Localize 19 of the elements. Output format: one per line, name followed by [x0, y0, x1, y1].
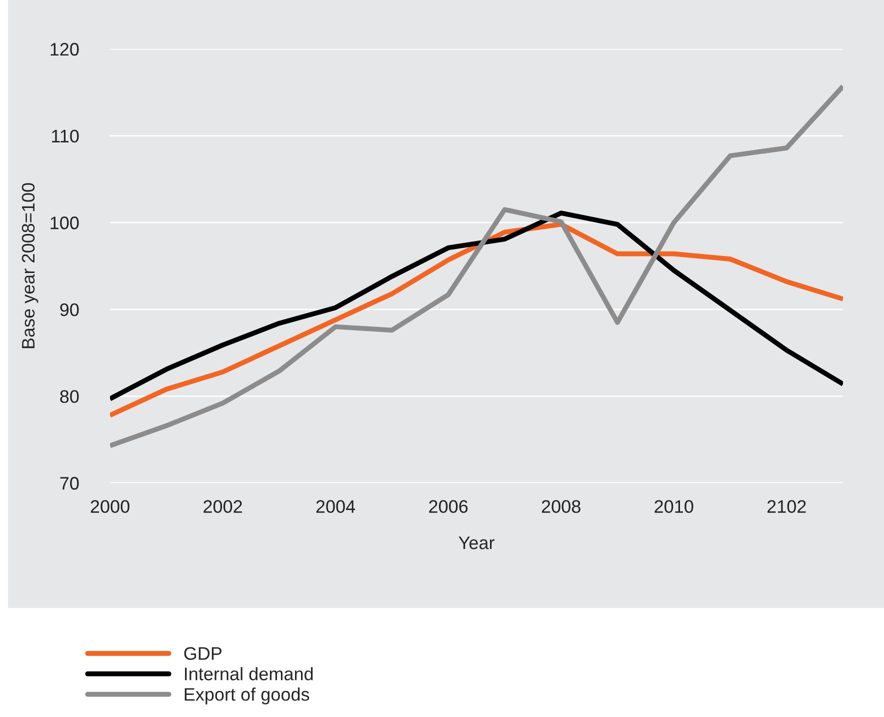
y-tick-label: 110	[52, 130, 79, 143]
y-tick-label: 100	[50, 216, 79, 230]
y-axis-title: Base year 2008=100	[22, 183, 38, 348]
x-tick-label: 2008	[542, 500, 580, 513]
x-tick-label: 2002	[204, 500, 242, 513]
x-tick-label: 2000	[90, 500, 130, 513]
x-tick-label: 2010	[654, 500, 694, 513]
legend-label: GDP	[184, 647, 222, 660]
x-tick-label: 2004	[316, 500, 356, 513]
x-tick-label: 2006	[429, 500, 468, 513]
y-tick-label: 80	[60, 390, 79, 403]
legend-label: Export of goods	[184, 688, 310, 704]
x-tick-label: 2102	[767, 500, 806, 513]
line-series	[110, 84, 843, 448]
x-axis-title: Year	[458, 536, 494, 550]
y-tick-label: 90	[60, 303, 79, 316]
y-tick-label: 120	[50, 42, 79, 56]
y-tick-label: 70	[60, 476, 79, 490]
legend-label: Internal demand	[185, 667, 313, 680]
